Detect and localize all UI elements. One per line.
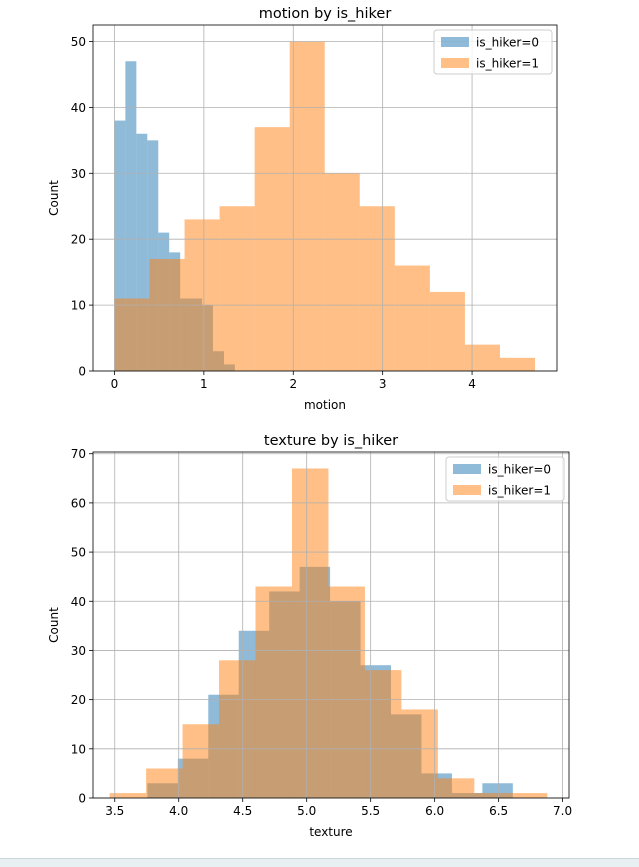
histogram-bar [219, 206, 255, 371]
histogram-bar [429, 291, 465, 371]
histogram-bar [182, 724, 220, 798]
histogram-bar [147, 140, 159, 371]
chart-title: motion by is_hiker [259, 6, 392, 22]
legend-label: is_hiker=1 [476, 57, 539, 71]
x-tick-label: 1 [200, 377, 208, 391]
histogram-bar [219, 660, 256, 798]
x-tick-label: 0 [111, 377, 119, 391]
x-tick-label: 6.0 [425, 804, 444, 818]
histogram-bar [328, 586, 365, 798]
legend-swatch [453, 485, 481, 495]
y-tick-label: 40 [71, 101, 86, 115]
x-tick-label: 4.0 [169, 804, 188, 818]
x-tick-label: 5.5 [361, 804, 380, 818]
x-axis-label: motion [304, 398, 346, 412]
histogram-bar [136, 133, 148, 371]
y-tick-label: 70 [71, 447, 86, 461]
histogram-bar [109, 793, 147, 798]
x-tick-label: 3 [379, 377, 387, 391]
series-1 [109, 468, 548, 798]
axes-frame [92, 24, 558, 372]
grid [93, 25, 557, 372]
chart-1: 3.5 4.0 4.5 5.0 5.5 6.0 6.5 7.0 0 10 20 30 40 50 60 70 t… [47, 433, 572, 839]
histogram-bar [114, 298, 150, 371]
histogram-bar [254, 127, 290, 372]
histogram-bar [359, 206, 395, 371]
y-tick-label: 20 [71, 693, 86, 707]
chart-title: texture by is_hiker [264, 433, 398, 449]
y-tick-label: 30 [71, 644, 86, 658]
legend-label: is_hiker=0 [488, 463, 551, 477]
histogram-bar [125, 61, 137, 371]
histogram-bar [114, 120, 126, 371]
bottom-strip [0, 858, 639, 867]
series-1 [114, 41, 536, 372]
histogram-bar [474, 793, 511, 798]
x-axis-label: texture [309, 825, 352, 839]
y-tick-label: 10 [71, 299, 86, 313]
grid [93, 452, 569, 799]
histogram-bar [255, 586, 292, 798]
legend: is_hiker=0 is_hiker=1 [433, 29, 553, 75]
y-tick-label: 20 [71, 233, 86, 247]
y-tick-label: 50 [71, 546, 86, 560]
histogram-bar [394, 265, 430, 371]
y-tick-label: 30 [71, 167, 86, 181]
histogram-bar [291, 468, 329, 798]
histogram-bar [401, 709, 438, 798]
x-tick-label: 4 [468, 377, 476, 391]
x-tick-label: 7.0 [553, 804, 572, 818]
y-tick-label: 60 [71, 496, 86, 510]
histogram-bar [149, 258, 185, 371]
y-axis-label: Count [47, 607, 61, 643]
x-tick-label: 4.5 [233, 804, 252, 818]
histogram-bar [499, 357, 536, 371]
y-tick-label: 40 [71, 595, 86, 609]
histogram-bar [324, 173, 360, 371]
histogram-bar [289, 41, 325, 371]
x-tick-label: 6.5 [489, 804, 508, 818]
histogram-bar [464, 344, 500, 371]
legend-swatch [441, 37, 469, 47]
axes-frame [92, 451, 570, 799]
legend: is_hiker=0 is_hiker=1 [445, 456, 565, 502]
legend-label: is_hiker=1 [488, 484, 551, 498]
y-tick-label: 10 [71, 742, 86, 756]
x-tick-label: 3.5 [105, 804, 124, 818]
x-tick-label: 2 [289, 377, 297, 391]
histogram-bar [437, 778, 475, 798]
y-tick-label: 0 [78, 365, 86, 379]
legend-swatch [453, 464, 481, 474]
histogram-bar [510, 793, 548, 798]
y-tick-label: 0 [78, 792, 86, 806]
y-tick-label: 50 [71, 35, 86, 49]
x-tick-label: 5.0 [297, 804, 316, 818]
legend-label: is_hiker=0 [476, 36, 539, 50]
histogram-bar [146, 768, 183, 798]
legend-swatch [441, 58, 469, 68]
histogram-bar [184, 219, 220, 371]
y-axis-label: Count [47, 180, 61, 216]
